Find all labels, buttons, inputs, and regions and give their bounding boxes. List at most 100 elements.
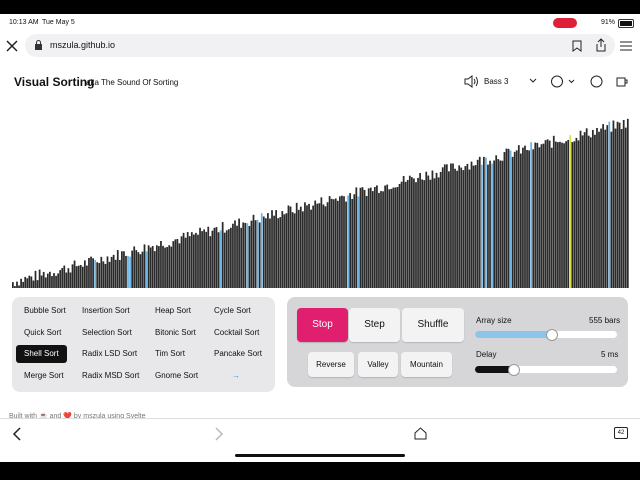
sort-bar (283, 214, 286, 288)
sort-bar (267, 213, 269, 288)
sort-bar (404, 181, 407, 288)
algorithm-option[interactable]: Radix LSD Sort (82, 349, 138, 358)
sort-bar (297, 209, 300, 288)
github-icon[interactable] (590, 75, 603, 88)
sort-bar (291, 212, 294, 288)
algorithm-option[interactable]: Radix MSD Sort (82, 371, 140, 380)
sort-bar (151, 246, 154, 288)
sound-select[interactable]: Bass 3 (484, 77, 509, 86)
chevron[interactable] (529, 78, 537, 84)
sort-bar (489, 160, 491, 288)
sort-bar (602, 124, 605, 288)
forward-button[interactable] (214, 427, 224, 441)
sort-bar (620, 128, 623, 288)
close-button[interactable] (6, 40, 18, 52)
algorithm-option[interactable]: Quick Sort (24, 328, 62, 337)
sort-bar (540, 144, 543, 288)
coffee-icon[interactable] (615, 75, 629, 88)
algorithm-option[interactable]: Heap Sort (155, 306, 192, 315)
sort-bar (318, 203, 321, 288)
sort-bar (81, 266, 84, 288)
back-button[interactable] (12, 427, 22, 441)
algorithm-option[interactable]: Pancake Sort (214, 349, 263, 358)
sort-bar (147, 245, 150, 288)
algorithm-option[interactable]: Bubble Sort (24, 306, 66, 315)
sort-bar (530, 142, 533, 288)
tabs-button[interactable]: 42 (614, 427, 628, 439)
array-size-label: Array size (476, 316, 512, 325)
sort-bar (480, 164, 483, 288)
sort-bar (507, 148, 510, 288)
sort-bar (98, 263, 101, 288)
sort-bar (92, 258, 94, 288)
control-button[interactable]: Step (349, 308, 400, 342)
shape-button[interactable]: Valley (358, 352, 398, 377)
sort-bar (22, 281, 25, 288)
sort-bar (616, 121, 619, 288)
sort-bar (217, 232, 220, 288)
sort-bar (536, 142, 539, 288)
sort-bar (361, 187, 364, 288)
sort-bar (230, 227, 232, 288)
sort-bar (135, 250, 138, 288)
sort-bar (470, 161, 473, 288)
sort-bar (468, 169, 471, 288)
lock-icon (35, 40, 42, 50)
sort-bar (343, 196, 345, 288)
theme-icon[interactable] (551, 75, 575, 88)
sort-bar (112, 254, 115, 288)
algorithm-option[interactable]: Insertion Sort (82, 306, 130, 315)
delay-knob[interactable] (508, 364, 520, 376)
sort-bar (452, 163, 454, 288)
share-icon[interactable] (595, 38, 607, 52)
sort-bar (182, 232, 185, 288)
sort-bar (622, 120, 625, 288)
array-size-knob[interactable] (546, 329, 558, 341)
bookmark-icon[interactable] (572, 40, 582, 52)
sort-bar (585, 128, 588, 288)
sort-bar (176, 239, 179, 288)
menu-icon[interactable] (620, 40, 632, 52)
sort-bar (65, 272, 68, 288)
sort-bar (569, 135, 572, 288)
sort-bar (75, 266, 78, 288)
algorithm-option[interactable]: Cycle Sort (214, 306, 251, 315)
next-page[interactable]: → (232, 371, 240, 380)
shape-button[interactable]: Reverse (308, 352, 354, 377)
algorithm-option[interactable]: Bitonic Sort (155, 328, 196, 337)
sort-bar (626, 118, 629, 288)
sort-bar (77, 265, 80, 288)
algorithm-option[interactable]: Shell Sort (16, 345, 67, 363)
shape-button[interactable]: Mountain (401, 352, 452, 377)
address-bar[interactable] (25, 34, 615, 57)
sort-bar (16, 281, 18, 288)
sort-bar (24, 276, 27, 288)
algorithm-option[interactable]: Gnome Sort (155, 371, 199, 380)
sort-bar (423, 180, 426, 288)
sort-bar (351, 198, 354, 288)
sort-bar (472, 165, 475, 288)
sound-icon[interactable] (464, 75, 480, 88)
algorithm-option[interactable]: Selection Sort (82, 328, 132, 337)
sort-bar (482, 156, 485, 288)
algorithm-option[interactable]: Merge Sort (24, 371, 64, 380)
bottom-edge (0, 462, 640, 480)
control-button[interactable]: Shuffle (402, 308, 464, 342)
sort-bar (166, 247, 168, 288)
control-button[interactable]: Stop (297, 308, 348, 342)
status-battery: 91% (601, 19, 616, 26)
home-button[interactable] (414, 427, 427, 440)
sort-bar (69, 272, 72, 288)
sort-bar (170, 246, 173, 288)
delay-slider[interactable] (475, 366, 617, 373)
url[interactable]: mszula.github.io (50, 40, 116, 50)
algorithm-option[interactable]: Cocktail Sort (214, 328, 260, 337)
sort-bar (606, 125, 609, 288)
sort-bar (314, 200, 317, 288)
sort-bar (55, 275, 57, 288)
algorithm-option[interactable]: Tim Sort (155, 349, 185, 358)
sort-bar (221, 222, 224, 288)
sort-bar (201, 231, 203, 288)
sort-bar (160, 241, 162, 288)
sort-bar (51, 276, 53, 288)
